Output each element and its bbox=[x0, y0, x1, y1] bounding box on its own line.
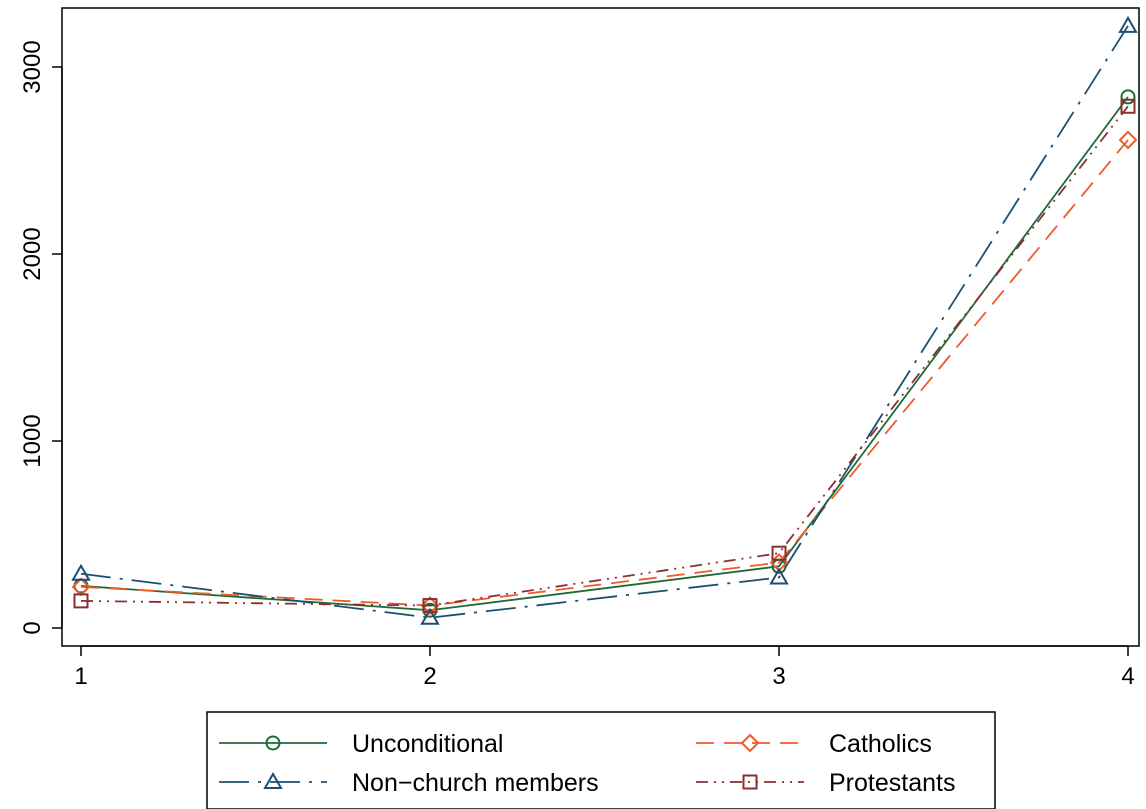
series-markers bbox=[71, 15, 1138, 625]
data-point bbox=[73, 593, 89, 609]
data-point bbox=[420, 607, 440, 625]
data-point bbox=[1120, 98, 1136, 114]
legend-label: Protestants bbox=[829, 769, 955, 797]
data-point bbox=[1120, 89, 1136, 105]
legend-item: Non−church members bbox=[219, 769, 599, 797]
legend-label: Catholics bbox=[829, 730, 932, 758]
legend-swatch-marker bbox=[263, 771, 283, 789]
legend-box bbox=[206, 711, 996, 809]
series-line-1 bbox=[80, 139, 1129, 607]
data-point bbox=[422, 598, 438, 614]
x-tick-label: 2 bbox=[423, 663, 436, 690]
legend-item: Catholics bbox=[696, 730, 932, 758]
x-tick-label: 4 bbox=[1121, 663, 1134, 690]
data-point bbox=[71, 563, 91, 581]
legend-swatch-marker bbox=[740, 733, 760, 753]
legend-swatch-marker bbox=[742, 774, 758, 790]
legend: Unconditional Catholics Non−church members… bbox=[206, 711, 996, 809]
y-tick-label: 2000 bbox=[19, 227, 46, 280]
data-point bbox=[420, 596, 440, 615]
y-tick-label: 1000 bbox=[19, 414, 46, 467]
y-tick-label: 3000 bbox=[19, 40, 46, 93]
data-point bbox=[771, 545, 787, 561]
legend-item: Protestants bbox=[696, 769, 955, 797]
series-line-3 bbox=[80, 105, 1129, 607]
data-point bbox=[769, 567, 789, 585]
data-point bbox=[1118, 15, 1138, 33]
y-tick-label: 0 bbox=[19, 621, 46, 634]
series-line-0 bbox=[80, 96, 1129, 612]
axes: 0 1000 2000 3000 1 2 3 4 bbox=[19, 40, 1135, 690]
x-tick-label: 3 bbox=[772, 663, 785, 690]
legend-swatch-marker bbox=[265, 735, 281, 751]
legend-label: Unconditional bbox=[352, 730, 504, 758]
x-tick-label: 1 bbox=[74, 663, 87, 690]
legend-item: Unconditional bbox=[219, 730, 504, 758]
legend-label: Non−church members bbox=[352, 769, 599, 797]
plot-frame bbox=[61, 7, 1140, 647]
series-line-2 bbox=[80, 25, 1129, 619]
series-lines bbox=[80, 25, 1129, 619]
data-point bbox=[1118, 130, 1138, 150]
